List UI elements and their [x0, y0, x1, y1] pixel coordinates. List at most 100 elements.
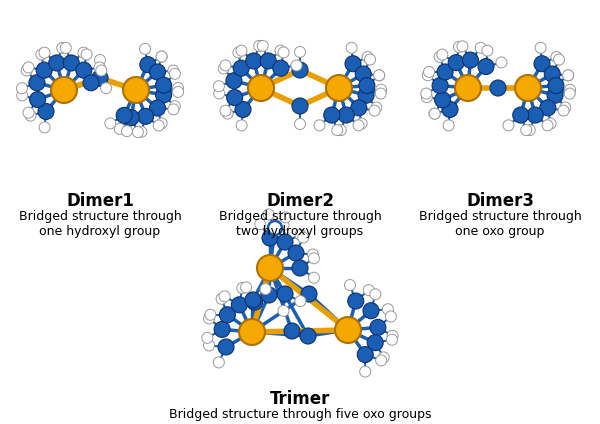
Circle shape [275, 45, 286, 56]
Circle shape [457, 41, 468, 52]
Circle shape [38, 103, 54, 120]
Circle shape [105, 118, 116, 129]
Circle shape [375, 88, 386, 99]
Circle shape [463, 52, 478, 68]
Circle shape [155, 77, 172, 93]
Circle shape [288, 245, 304, 261]
Circle shape [21, 65, 32, 76]
Circle shape [262, 230, 278, 246]
Circle shape [36, 49, 47, 60]
Circle shape [314, 120, 325, 131]
Circle shape [490, 80, 506, 96]
Circle shape [255, 219, 266, 229]
Circle shape [298, 232, 308, 243]
Circle shape [547, 87, 563, 103]
Text: Bridged structure through
one hydroxyl group: Bridged structure through one hydroxyl g… [19, 210, 181, 238]
Circle shape [378, 352, 389, 363]
Circle shape [274, 219, 285, 229]
Circle shape [432, 78, 448, 94]
Circle shape [137, 108, 154, 124]
Circle shape [169, 68, 181, 79]
Circle shape [214, 321, 230, 338]
Circle shape [261, 287, 277, 303]
Circle shape [220, 307, 235, 323]
Circle shape [173, 83, 184, 94]
Circle shape [245, 292, 261, 308]
Circle shape [515, 75, 541, 101]
Circle shape [308, 272, 319, 283]
Text: Bridged structure through five oxo groups: Bridged structure through five oxo group… [169, 408, 431, 421]
Circle shape [25, 110, 36, 121]
Circle shape [335, 317, 361, 343]
Circle shape [503, 120, 514, 131]
Circle shape [233, 60, 249, 76]
Circle shape [280, 212, 291, 223]
Circle shape [565, 84, 575, 95]
Circle shape [205, 309, 216, 320]
Circle shape [357, 346, 373, 363]
Circle shape [254, 40, 265, 51]
Circle shape [169, 100, 181, 112]
Circle shape [434, 92, 451, 108]
Circle shape [218, 63, 229, 74]
Circle shape [115, 123, 125, 134]
Circle shape [434, 51, 445, 62]
Circle shape [437, 49, 448, 60]
Circle shape [359, 78, 375, 94]
Circle shape [429, 108, 440, 119]
Circle shape [220, 60, 231, 71]
Circle shape [301, 286, 317, 302]
Circle shape [16, 83, 28, 94]
Circle shape [554, 54, 565, 65]
Circle shape [521, 125, 532, 136]
Circle shape [63, 55, 79, 71]
Text: Trimer: Trimer [270, 390, 330, 408]
Text: Dimer3: Dimer3 [466, 192, 534, 210]
Circle shape [101, 83, 112, 94]
Circle shape [351, 100, 367, 116]
Circle shape [356, 118, 367, 129]
Circle shape [443, 120, 454, 131]
Circle shape [542, 120, 553, 131]
Circle shape [295, 47, 305, 58]
Circle shape [346, 42, 357, 53]
Circle shape [277, 286, 293, 302]
Circle shape [17, 90, 28, 101]
Circle shape [95, 55, 106, 65]
Circle shape [278, 305, 289, 316]
Circle shape [527, 107, 543, 123]
Circle shape [246, 53, 262, 69]
Circle shape [214, 81, 224, 92]
Circle shape [260, 284, 271, 295]
Circle shape [386, 334, 397, 345]
Circle shape [226, 73, 242, 89]
Circle shape [277, 234, 293, 250]
Circle shape [560, 102, 571, 113]
Circle shape [257, 40, 268, 51]
Circle shape [353, 120, 364, 131]
Circle shape [513, 107, 529, 123]
Circle shape [222, 108, 233, 119]
Circle shape [92, 70, 108, 86]
Circle shape [292, 62, 308, 78]
Circle shape [156, 51, 167, 62]
Circle shape [239, 319, 265, 345]
Circle shape [153, 120, 164, 131]
Circle shape [335, 125, 346, 136]
Circle shape [116, 107, 132, 123]
Circle shape [39, 122, 50, 133]
Circle shape [295, 296, 306, 307]
Circle shape [203, 340, 215, 351]
Circle shape [326, 75, 352, 101]
Circle shape [563, 70, 574, 81]
Circle shape [57, 42, 68, 53]
Circle shape [374, 70, 385, 81]
Circle shape [540, 100, 556, 116]
Circle shape [422, 70, 433, 81]
Circle shape [273, 60, 289, 76]
Circle shape [291, 60, 302, 71]
Circle shape [136, 126, 147, 137]
Circle shape [338, 107, 354, 123]
Circle shape [257, 255, 283, 281]
Circle shape [94, 62, 105, 73]
